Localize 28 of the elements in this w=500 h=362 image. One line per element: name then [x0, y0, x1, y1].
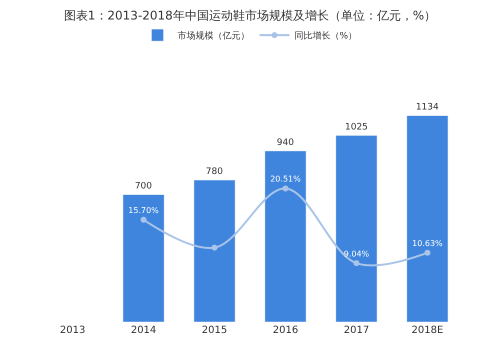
- point: [424, 250, 430, 256]
- x-tick-label: 2015: [202, 325, 228, 336]
- point: [282, 185, 288, 192]
- x-tick-label: 2018E: [412, 325, 444, 336]
- legend-label: 市场规模（亿元）: [178, 30, 250, 42]
- point: [212, 244, 218, 251]
- bar: [194, 180, 236, 322]
- legend-label: 同比增长（%）: [294, 30, 358, 42]
- bar: [122, 194, 164, 322]
- point: [140, 216, 147, 223]
- data-label: 940: [276, 138, 294, 148]
- bar: [264, 150, 306, 322]
- data-label: 780: [206, 167, 224, 178]
- data-label: 1025: [344, 122, 368, 132]
- data-label: 700: [134, 182, 152, 192]
- x-tick-label: 2013: [60, 325, 86, 336]
- x-tick-label: 2016: [272, 325, 298, 336]
- data-label: 20.51%: [270, 174, 302, 184]
- data-label: 1134: [416, 102, 440, 113]
- point: [353, 260, 360, 266]
- chart-title: 图表1：2013-2018年中国运动鞋市场规模及增长（单位：亿元，%）: [64, 8, 436, 22]
- data-label: 15.70%: [128, 206, 160, 216]
- x-tick-label: 2017: [344, 325, 370, 336]
- bar: [336, 135, 378, 322]
- bar: [406, 115, 448, 322]
- data-label: 10.63%: [412, 239, 444, 248]
- x-tick-label: 2014: [130, 325, 156, 336]
- data-label: 9.04%: [344, 249, 370, 258]
